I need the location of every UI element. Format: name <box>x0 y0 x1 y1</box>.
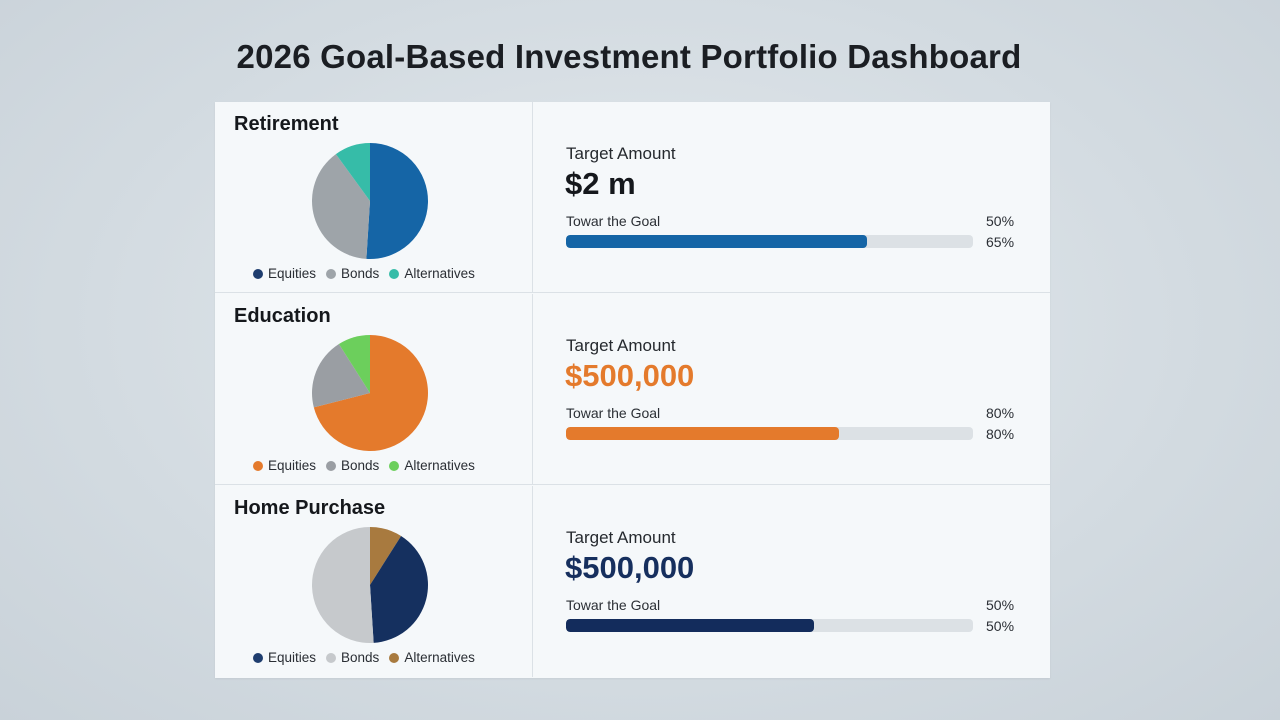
pie-slice-equities <box>313 335 428 451</box>
legend-item-equities: Equities <box>253 266 316 281</box>
pie-slice-equities <box>366 143 429 259</box>
pie-slice-equities <box>370 536 428 643</box>
pie-legend: Equities Bonds Alternatives <box>253 266 513 281</box>
pie-slice-alternatives <box>338 335 370 393</box>
pie-slice-bonds <box>311 527 374 643</box>
legend-item-equities: Equities <box>253 458 316 473</box>
legend-item-alternatives: Alternatives <box>389 266 475 281</box>
row-divider <box>532 486 533 677</box>
allocation-pie-chart <box>311 527 428 643</box>
legend-swatch <box>326 652 337 663</box>
legend-label: Alternatives <box>404 650 475 665</box>
pie-legend: Equities Bonds Alternatives <box>253 458 513 473</box>
progress-bar-fill <box>566 619 815 632</box>
legend-item-bonds: Bonds <box>326 458 379 473</box>
target-amount-label: Target Amount <box>566 336 676 355</box>
progress-bar-track <box>566 427 973 440</box>
legend-swatch <box>253 460 263 471</box>
goal-name: Education <box>234 305 331 327</box>
progress-bar-track <box>566 619 973 632</box>
goal-row-retirement: Retirement Equities Bonds Alternatives T… <box>215 102 1050 293</box>
progress-percent-primary: 80% <box>986 405 1015 421</box>
dashboard-panel: Retirement Equities Bonds Alternatives T… <box>215 102 1050 678</box>
legend-label: Alternatives <box>404 458 475 473</box>
legend-item-bonds: Bonds <box>326 266 379 281</box>
target-amount-value: $2 m <box>565 166 636 201</box>
progress-bar-track <box>566 235 973 248</box>
progress-bar-fill <box>566 427 839 440</box>
goal-row-education: Education Equities Bonds Alternatives Ta… <box>215 294 1050 485</box>
toward-goal-label: Towar the Goal <box>566 597 661 613</box>
legend-swatch <box>389 268 400 279</box>
legend-swatch <box>326 268 337 279</box>
legend-item-equities: Equities <box>253 650 316 665</box>
target-amount-value: $500,000 <box>565 550 695 585</box>
legend-label: Bonds <box>341 458 380 473</box>
pie-slice-bonds <box>312 154 370 259</box>
target-amount-label: Target Amount <box>566 144 676 163</box>
legend-label: Equities <box>268 458 317 473</box>
progress-percent-primary: 50% <box>986 597 1015 613</box>
legend-label: Equities <box>268 266 317 281</box>
target-amount-label: Target Amount <box>566 528 676 547</box>
legend-item-bonds: Bonds <box>326 650 379 665</box>
legend-swatch <box>326 460 337 471</box>
legend-swatch <box>253 652 263 663</box>
toward-goal-label: Towar the Goal <box>566 405 661 421</box>
legend-label: Bonds <box>341 650 380 665</box>
legend-item-alternatives: Alternatives <box>389 458 475 473</box>
legend-swatch <box>389 652 400 663</box>
allocation-pie-chart <box>312 335 428 451</box>
pie-slice-bonds <box>312 344 370 408</box>
progress-percent-secondary: 50% <box>986 618 1015 634</box>
progress-percent-secondary: 65% <box>986 234 1015 250</box>
progress-bar-fill <box>566 235 868 248</box>
progress-percent-primary: 50% <box>986 213 1015 229</box>
legend-label: Alternatives <box>404 266 475 281</box>
legend-item-alternatives: Alternatives <box>389 650 475 665</box>
legend-label: Equities <box>268 650 317 665</box>
goal-name: Home Purchase <box>234 497 386 519</box>
toward-goal-label: Towar the Goal <box>566 213 661 229</box>
target-amount-value: $500,000 <box>565 358 695 393</box>
legend-swatch <box>389 460 400 471</box>
pie-slice-alternatives <box>370 527 402 585</box>
pie-legend: Equities Bonds Alternatives <box>253 650 513 665</box>
legend-label: Bonds <box>341 266 380 281</box>
progress-percent-secondary: 80% <box>986 426 1015 442</box>
goal-row-home-purchase: Home Purchase Equities Bonds Alternative… <box>215 486 1050 677</box>
goal-name: Retirement <box>234 113 339 135</box>
pie-slice-alternatives <box>335 143 370 201</box>
allocation-pie-chart <box>312 143 429 259</box>
row-divider <box>532 294 533 484</box>
page-title: 2026 Goal-Based Investment Portfolio Das… <box>236 38 1022 75</box>
row-divider <box>532 102 533 292</box>
legend-swatch <box>253 268 263 279</box>
